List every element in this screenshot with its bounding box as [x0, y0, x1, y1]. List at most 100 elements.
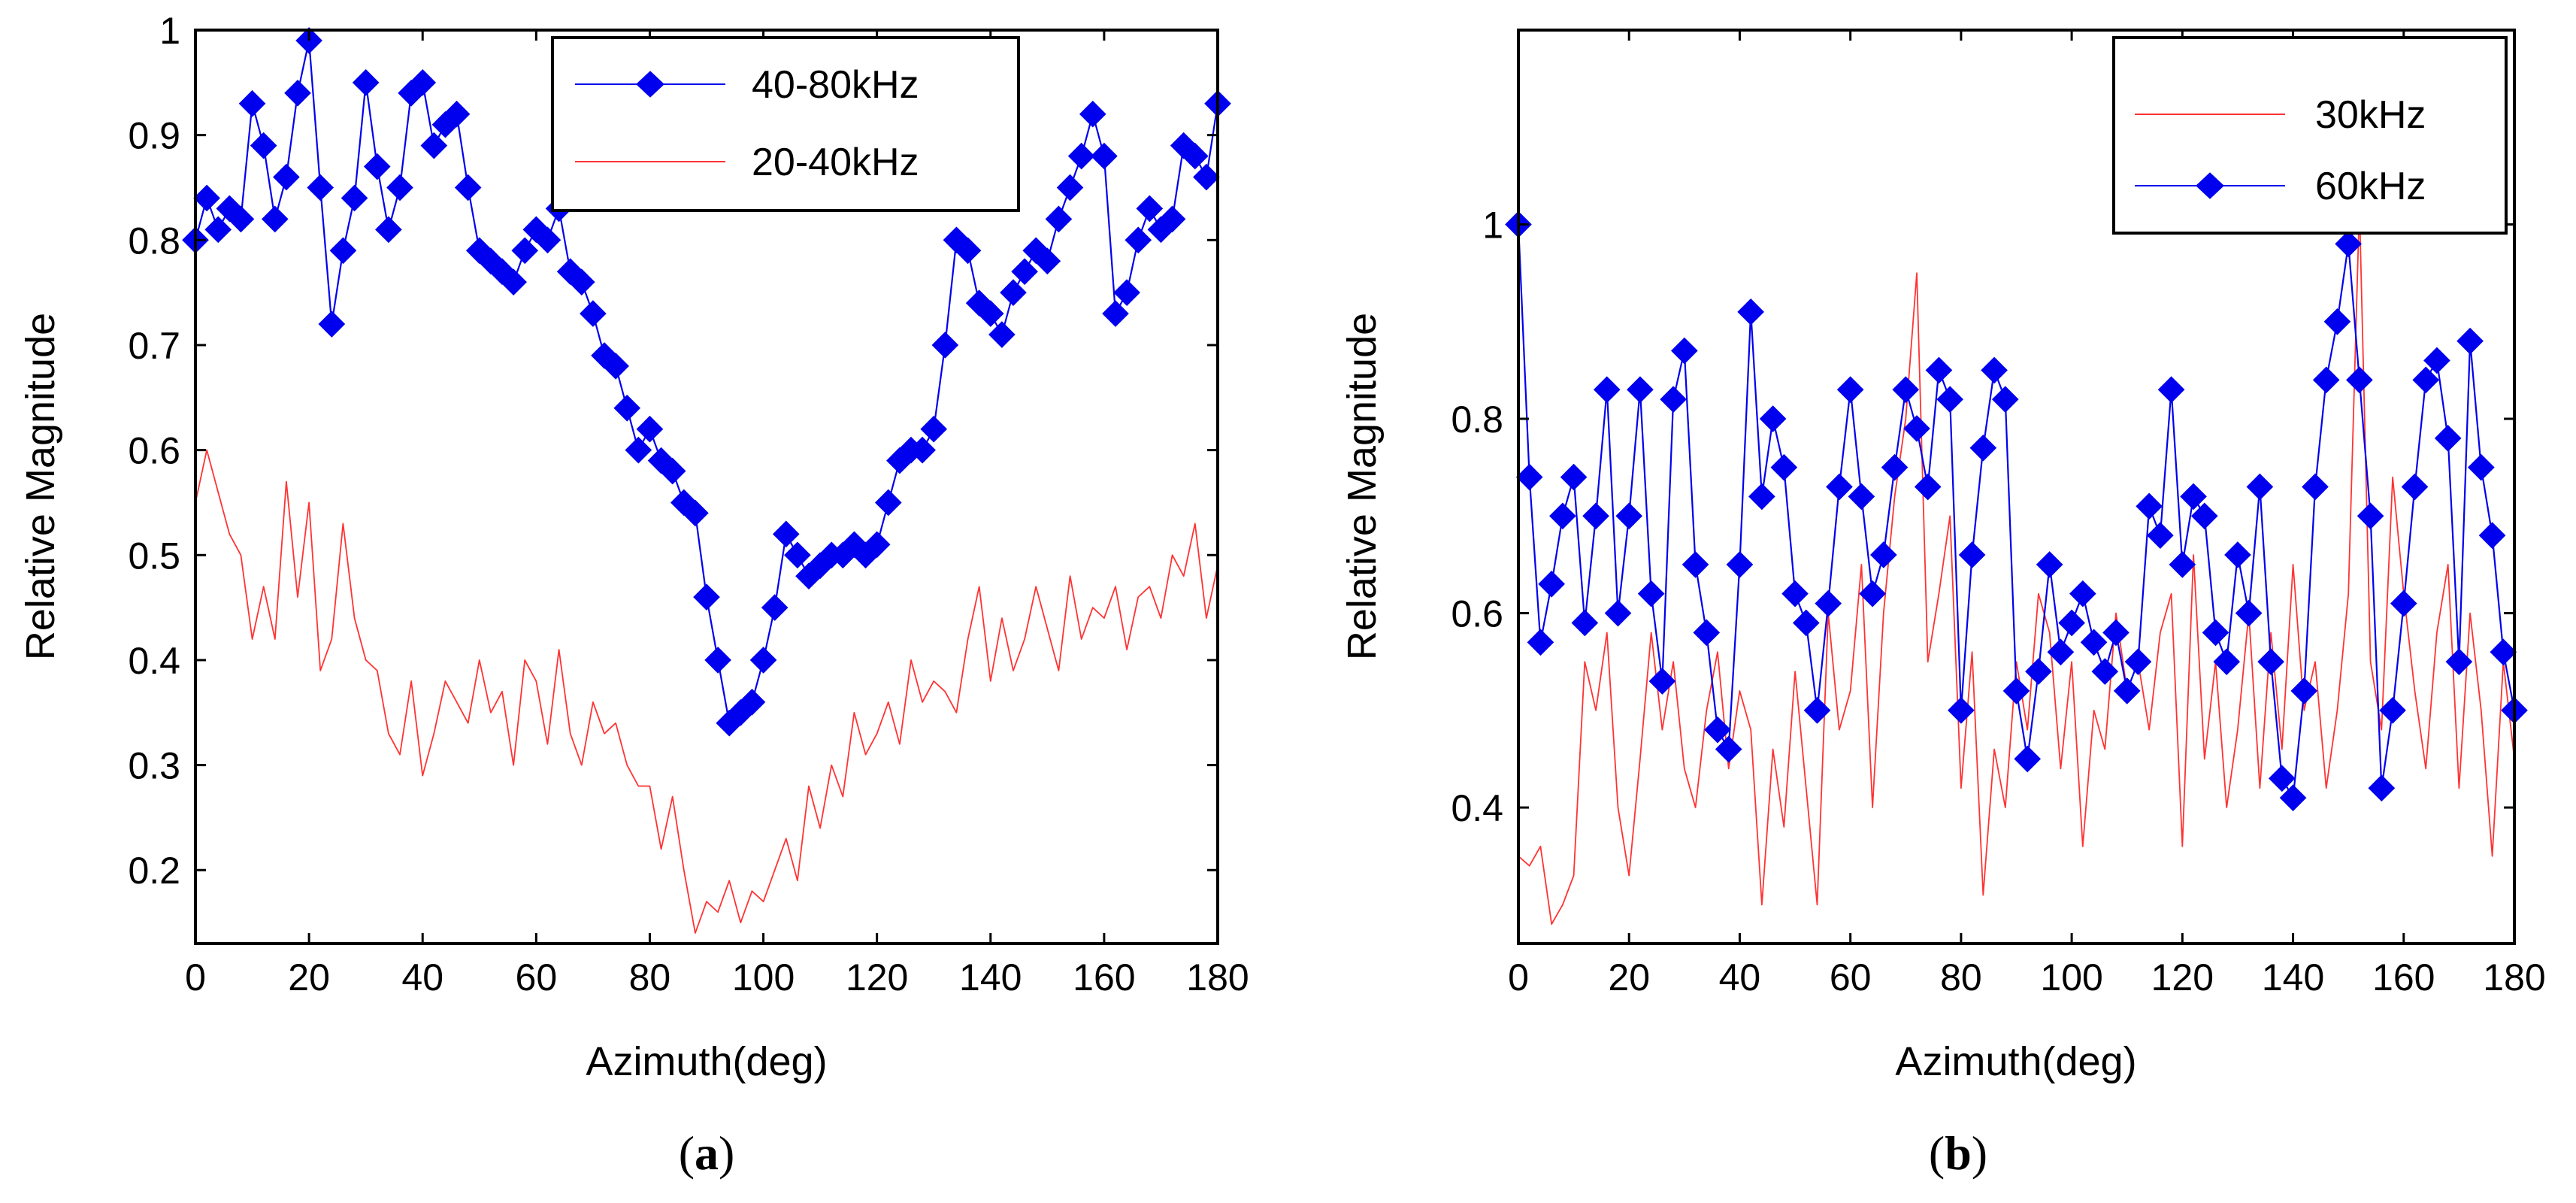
data-point-40-80khz — [931, 332, 959, 359]
data-point-60khz — [1781, 580, 1809, 608]
data-point-40-80khz — [511, 237, 539, 265]
data-point-40-80khz — [273, 163, 300, 191]
panel-b-x-tick-label: 140 — [2262, 956, 2324, 998]
data-point-40-80khz — [580, 300, 607, 327]
data-point-40-80khz — [1181, 142, 1209, 170]
panel-a-caption-open: ( — [679, 1126, 695, 1180]
data-point-40-80khz — [363, 153, 391, 180]
data-point-60khz — [1815, 589, 1842, 617]
data-point-60khz — [2036, 551, 2063, 578]
data-point-60khz — [2235, 599, 2263, 627]
data-point-60khz — [2302, 473, 2329, 501]
panel-a-x-tick-label: 0 — [185, 956, 206, 998]
data-point-60khz — [1981, 356, 2008, 384]
data-point-40-80khz — [284, 79, 311, 107]
data-point-60khz — [1903, 415, 1930, 442]
data-point-60khz — [2069, 580, 2096, 608]
data-point-40-80khz — [636, 415, 664, 443]
data-point-60khz — [2124, 648, 2152, 675]
panel-a-legend: 40-80kHz 20-40kHz — [551, 36, 1020, 212]
panel-b-y-tick-label: 0.6 — [1451, 593, 1503, 635]
data-point-60khz — [2047, 638, 2075, 666]
data-point-60khz — [2379, 696, 2406, 724]
series-60khz — [1505, 211, 2528, 811]
data-point-60khz — [2346, 366, 2373, 394]
data-point-40-80khz — [454, 174, 482, 202]
data-point-60khz — [1515, 463, 1543, 491]
data-point-40-80khz — [375, 216, 402, 244]
data-point-40-80khz — [976, 300, 1004, 327]
data-point-60khz — [1604, 599, 1632, 627]
data-point-60khz — [2180, 483, 2207, 511]
data-point-60khz — [1571, 609, 1599, 637]
data-point-60khz — [1969, 434, 1997, 462]
data-point-40-80khz — [886, 447, 913, 474]
data-point-40-80khz — [1000, 279, 1027, 306]
panel-b-x-tick-label: 100 — [2040, 956, 2102, 998]
panel-b-x-tick-label: 120 — [2151, 956, 2214, 998]
data-point-40-80khz — [920, 415, 948, 443]
panel-b-legend: 30kHz 60kHz — [2112, 36, 2508, 235]
data-point-60khz — [2014, 745, 2042, 773]
panel-a-x-tick-label: 40 — [401, 956, 443, 998]
data-point-60khz — [1682, 551, 1709, 578]
data-point-60khz — [1648, 668, 1676, 695]
data-point-60khz — [2335, 230, 2362, 258]
panel-b-caption-letter: b — [1945, 1126, 1972, 1180]
data-point-60khz — [1936, 386, 1963, 413]
data-point-60khz — [1848, 483, 1875, 511]
data-point-60khz — [2445, 648, 2473, 675]
panel-b-y-axis-label: Relative Magnitude — [1339, 313, 1385, 660]
data-point-40-80khz — [386, 174, 413, 202]
panel-a-y-axis-label: Relative Magnitude — [18, 313, 63, 660]
data-point-40-80khz — [602, 353, 629, 380]
data-point-60khz — [1881, 453, 1909, 481]
data-point-40-80khz — [1158, 205, 1186, 233]
panel-b-x-tick-label: 160 — [2372, 956, 2435, 998]
panel-b-x-tick-label: 60 — [1830, 956, 1872, 998]
data-point-40-80khz — [534, 226, 562, 254]
data-point-40-80khz — [329, 237, 357, 265]
data-point-40-80khz — [500, 268, 527, 296]
panel-b-ticks: 0 20 40 60 80 100 120 140 160 180 0.4 0.6 0.8 1 — [1451, 30, 2546, 998]
data-point-40-80khz — [227, 205, 255, 233]
data-point-60khz — [1593, 376, 1621, 404]
data-point-60khz — [2434, 425, 2462, 452]
panel-b-x-tick-label: 80 — [1940, 956, 1982, 998]
panel-a-y-tick-label: 0.7 — [128, 325, 180, 367]
panel-a-y-tick-label: 0.3 — [128, 745, 180, 787]
panel-b-legend-label-60khz: 60kHz — [2315, 165, 2426, 208]
data-point-40-80khz — [658, 457, 686, 485]
panel-a-y-tick-label: 0.9 — [128, 115, 180, 157]
data-point-60khz — [1826, 473, 1853, 501]
data-point-40-80khz — [1091, 142, 1118, 170]
data-point-40-80khz — [863, 531, 891, 559]
data-point-60khz — [2113, 677, 2141, 705]
panel-a-x-tick-label: 20 — [288, 956, 330, 998]
data-point-60khz — [2102, 619, 2130, 647]
data-point-60khz — [2412, 366, 2440, 394]
panel-b-x-tick-label: 20 — [1608, 956, 1650, 998]
data-point-60khz — [1803, 696, 1831, 724]
data-point-60khz — [1792, 609, 1820, 637]
panel-b-x-tick-label: 40 — [1719, 956, 1761, 998]
data-point-60khz — [2080, 629, 2108, 656]
data-point-40-80khz — [352, 68, 380, 96]
data-point-60khz — [2002, 677, 2030, 705]
data-point-40-80khz — [682, 499, 709, 527]
data-point-60khz — [1560, 463, 1588, 491]
data-point-40-80khz — [204, 216, 232, 244]
data-point-40-80khz — [625, 436, 652, 464]
panel-a-x-axis-label: Azimuth(deg) — [586, 1039, 827, 1084]
data-point-40-80khz — [1136, 195, 1164, 223]
data-point-40-80khz — [965, 289, 993, 317]
data-point-60khz — [2091, 658, 2119, 685]
panel-a-caption: (a) — [679, 1126, 735, 1180]
panel-a-legend-label-20-40khz: 20-40kHz — [752, 141, 919, 184]
data-point-60khz — [1836, 376, 1864, 404]
data-point-40-80khz — [613, 394, 641, 422]
panel-a-ticks: 0 20 40 60 80 100 120 140 160 180 0.2 0.3 0.4 0.5 0.6 0… — [128, 10, 1249, 998]
panel-b-caption: (b) — [1929, 1126, 1987, 1180]
panel-b: 0 20 40 60 80 100 120 140 160 180 0.4 0.6 0.8 1 Azimu… — [1339, 29, 2546, 1180]
